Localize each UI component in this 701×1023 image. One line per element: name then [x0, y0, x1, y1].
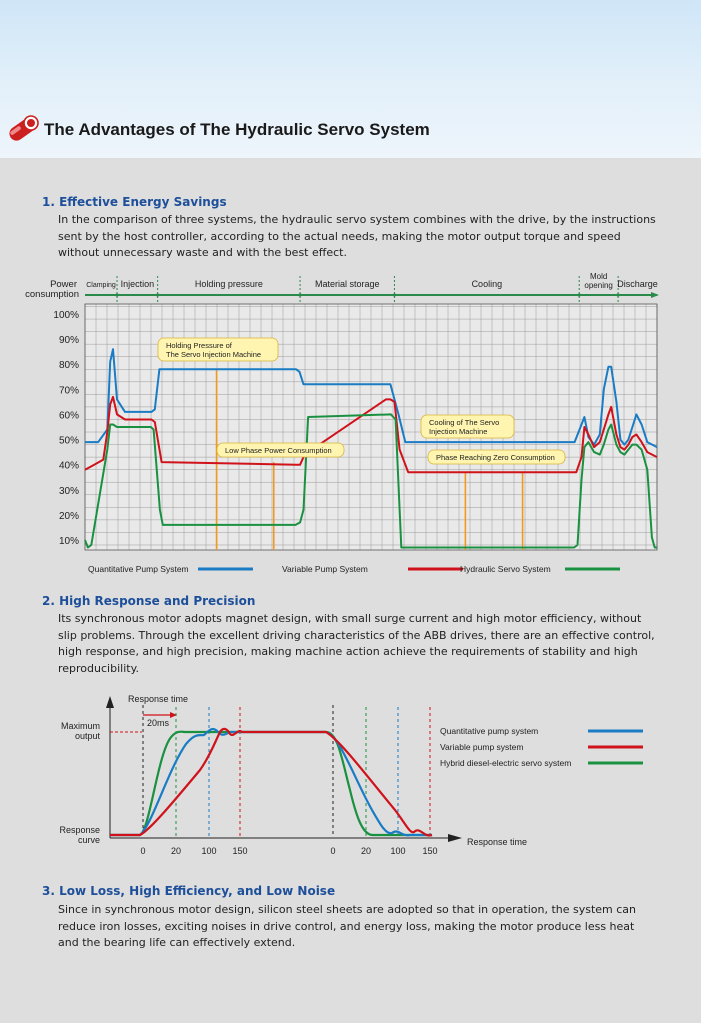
legend-label: Variable pump system	[440, 742, 523, 752]
section-1-body: In the comparison of three systems, the …	[58, 213, 656, 259]
max-output-label-line1: Maximum	[61, 721, 100, 731]
y-axis-arrow-icon	[106, 696, 114, 708]
y-tick-label: 60%	[59, 410, 79, 421]
phase-divider-dot	[616, 293, 620, 297]
header-banner: The Advantages of The Hydraulic Servo Sy…	[0, 0, 701, 158]
y-tick-label: 10%	[59, 536, 79, 547]
annotation-text: Cooling of The Servo	[429, 418, 499, 427]
energy-chart: Clamping Injection Holding pressure Materia…	[25, 272, 659, 574]
phase-label: opening	[584, 281, 612, 290]
phase-label: Cooling	[472, 279, 503, 289]
phase-divider-dot	[156, 293, 160, 297]
section-2-title: 2. High Response and Precision	[42, 594, 256, 608]
legend-label: Variable Pump System	[282, 564, 368, 574]
y-axis-title-line1: Power	[50, 279, 77, 290]
x-tick-label: 100	[201, 846, 216, 856]
section-3-title: 3. Low Loss, High Efficiency, and Low No…	[42, 884, 336, 898]
y-tick-label: 100%	[53, 310, 79, 321]
energy-chart-phases: Clamping Injection Holding pressure Materia…	[85, 272, 659, 302]
x-tick-label: 100	[390, 846, 405, 856]
annotation-text: The Servo Injection Machine	[166, 350, 261, 359]
content-area	[0, 158, 701, 1023]
energy-chart-yticks: 100% 90% 80% 70% 60% 50% 40% 30% 20% 10% Powercons…	[25, 279, 79, 547]
x-tick-label: 0	[330, 846, 335, 856]
y-tick-label: 20%	[59, 511, 79, 522]
span-arrow-icon	[170, 712, 177, 718]
annotation-box	[427, 449, 566, 465]
legend-label: Quantitative pump system	[440, 726, 538, 736]
plot-frame	[84, 303, 658, 551]
x-axis-arrow-icon	[448, 834, 462, 842]
span-label: 20ms	[147, 718, 170, 728]
x-tick-label: 0	[140, 846, 145, 856]
phase-divider-dot	[298, 293, 302, 297]
phase-label: Clamping	[86, 282, 116, 289]
x-tick-label: 150	[232, 846, 247, 856]
response-curve-label-line1: Response	[59, 825, 100, 835]
y-tick-label: 80%	[59, 360, 79, 371]
energy-chart-markers	[215, 369, 524, 550]
red-pill-logo-icon	[9, 115, 39, 141]
response-curve-1	[110, 727, 432, 837]
response-time-top-label: Response time	[128, 694, 188, 704]
annotation-text: Phase Reaching Zero Consumption	[436, 453, 555, 462]
phase-label: Material storage	[315, 279, 380, 289]
energy-chart-lines	[84, 348, 658, 549]
annotation-text: Low Phase Power Consumption	[225, 446, 332, 455]
series-line-1	[84, 395, 658, 474]
phase-divider-dot	[392, 293, 397, 297]
energy-chart-legend: Quantitative Pump System Variable Pump Sy…	[88, 564, 620, 574]
annotation-box	[420, 414, 515, 439]
x-tick-label: 20	[361, 846, 371, 856]
x-axis-title: Response time	[467, 837, 527, 847]
phase-label: Holding pressure	[195, 279, 263, 289]
response-curve-2	[110, 727, 433, 837]
page-title: The Advantages of The Hydraulic Servo Sy…	[44, 120, 430, 139]
phase-label: Mold	[590, 272, 607, 281]
phase-divider-dot	[577, 293, 581, 297]
phase-label: Injection	[121, 279, 155, 289]
legend-label: Hydraulic Servo System	[460, 564, 551, 574]
energy-chart-grid	[84, 303, 658, 551]
series-line-2	[84, 413, 657, 549]
series-line-0	[85, 348, 658, 448]
response-curve-0	[110, 730, 432, 837]
y-tick-label: 30%	[59, 486, 79, 497]
legend-label: Hybrid diesel-electric servo system	[440, 758, 571, 768]
x-tick-label: 20	[171, 846, 181, 856]
section-1-title: 1. Effective Energy Savings	[42, 195, 227, 209]
annotation-text: Injection Machine	[429, 427, 487, 436]
y-tick-label: 90%	[59, 335, 79, 346]
y-tick-label: 40%	[59, 461, 79, 472]
phase-label: Discharge	[617, 279, 658, 289]
annotation-box	[157, 337, 279, 362]
section-2-body: Its synchronous motor adopts magnet desi…	[58, 612, 655, 675]
section-3-body: Since in synchronous motor design, silic…	[58, 903, 637, 949]
max-output-label-line2: output	[75, 731, 101, 741]
y-tick-label: 50%	[59, 436, 79, 447]
y-tick-label: 70%	[59, 385, 79, 396]
phase-timeline-arrow-icon	[651, 292, 659, 298]
x-tick-label: 150	[422, 846, 437, 856]
legend-label: Quantitative Pump System	[88, 564, 189, 574]
annotation-box	[216, 442, 345, 458]
annotation-text: Holding Pressure of	[166, 341, 233, 350]
response-curve-label-line2: curve	[78, 835, 100, 845]
phase-divider-dot	[115, 293, 119, 297]
y-axis-title-line2: consumption	[25, 289, 79, 300]
